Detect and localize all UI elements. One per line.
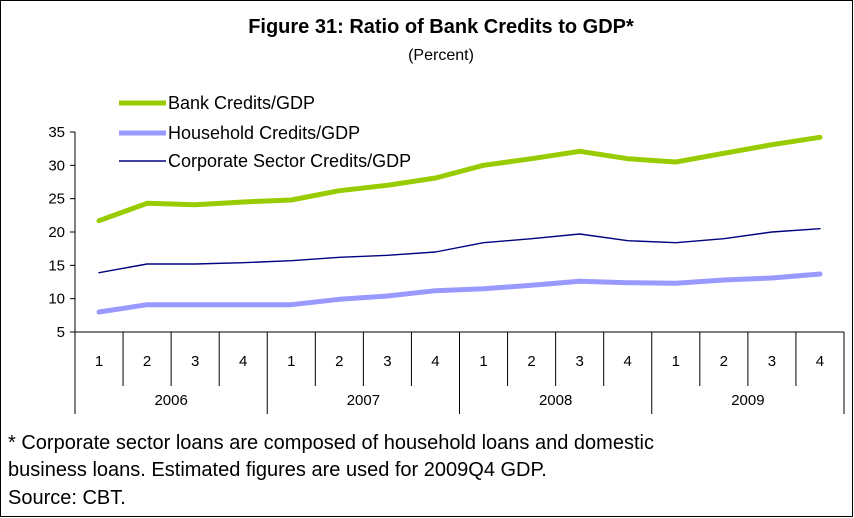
axes: 5 10 15 20 25 30 35 1 2 3 4 1 2 3 4 1 2 3 4 1 2 3 4 2006 2007 200… [48,124,845,414]
x-tick-label-quarter: 2 [335,353,343,370]
chart-title: Figure 31: Ratio of Bank Credits to GDP* [248,16,634,38]
y-tick-label: 25 [48,191,65,208]
x-tick-label-quarter: 3 [383,353,391,370]
y-tick-label: 20 [48,224,65,241]
chart: Figure 31: Ratio of Bank Credits to GDP*… [48,16,845,414]
x-tick-label-quarter: 1 [95,353,103,370]
footnote-line-2: business loans. Estimated figures are us… [8,459,547,481]
footnote-line-1: * Corporate sector loans are composed of… [8,432,654,454]
series-lines [96,134,823,315]
x-tick-label-quarter: 4 [239,353,247,370]
x-tick-label-quarter: 4 [816,353,824,370]
x-tick-label-quarter: 1 [672,353,680,370]
x-tick-label-quarter: 2 [720,353,728,370]
source-note: Source: CBT. [8,487,126,509]
legend: Bank Credits/GDP Household Credits/GDP Cor… [119,93,411,171]
x-tick-label-quarter: 4 [431,353,439,370]
x-tick-label-year: 2009 [731,392,764,409]
chart-subtitle: (Percent) [408,47,474,64]
x-tick-label-quarter: 3 [768,353,776,370]
x-tick-label-quarter: 2 [143,353,151,370]
series-line-3 [98,227,821,274]
x-tick-label-quarter: 2 [527,353,535,370]
y-tick-label: 35 [48,124,65,141]
series-line-2 [96,271,823,315]
x-tick-label-quarter: 3 [575,353,583,370]
series-line-1 [96,134,823,224]
x-tick-label-year: 2007 [347,392,380,409]
y-tick-label: 30 [48,157,65,174]
x-tick-label-quarter: 1 [287,353,295,370]
x-tick-label-year: 2008 [539,392,572,409]
y-tick-label: 10 [48,291,65,308]
legend-label-3: Corporate Sector Credits/GDP [168,151,411,171]
y-tick-label: 5 [57,324,65,341]
x-tick-label-year: 2006 [154,392,187,409]
y-tick-label: 15 [48,257,65,274]
x-tick-label-quarter: 3 [191,353,199,370]
legend-label-1: Bank Credits/GDP [168,93,315,113]
x-tick-label-quarter: 4 [624,353,632,370]
legend-label-2: Household Credits/GDP [168,123,360,143]
x-tick-label-quarter: 1 [479,353,487,370]
